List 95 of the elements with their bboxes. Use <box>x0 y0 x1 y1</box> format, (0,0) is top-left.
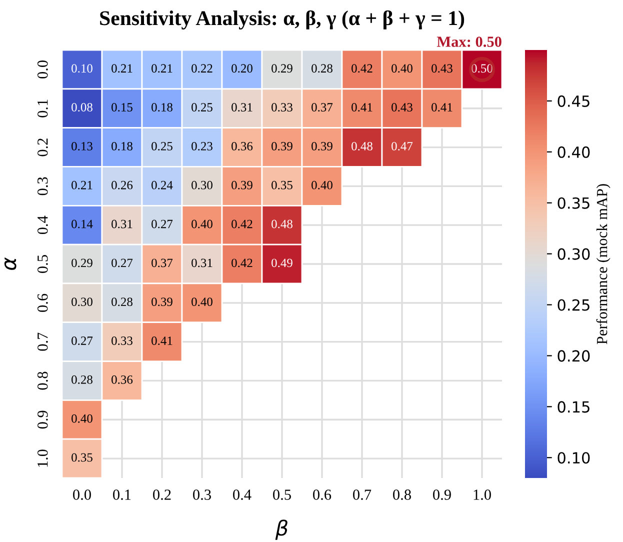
y-tick-label: 0.9 <box>37 410 48 429</box>
y-tick-label: 0.7 <box>37 332 48 351</box>
color-bar-label: 0.10 <box>558 452 590 464</box>
data-label: 0.26 <box>112 180 133 190</box>
color-bar-label: 0.45 <box>558 95 590 107</box>
data-label: 0.43 <box>432 64 452 73</box>
y-tick-label: 0.5 <box>37 255 48 273</box>
data-label: 0.48 <box>272 220 292 228</box>
data-label: 0.39 <box>272 142 292 150</box>
data-label: 0.39 <box>232 180 252 190</box>
data-label: 0.39 <box>152 298 172 306</box>
data-label: 0.27 <box>152 220 173 228</box>
data-label: 0.29 <box>72 258 92 268</box>
data-label: 0.35 <box>72 453 92 462</box>
data-label: 0.18 <box>152 103 172 112</box>
y-tick-label: 0.8 <box>37 372 48 390</box>
y-tick-label: 0.1 <box>37 100 48 118</box>
x-tick-label: 0.1 <box>113 490 131 500</box>
data-label: 0.31 <box>232 103 252 112</box>
data-label: 0.31 <box>192 258 212 268</box>
data-label: 0.43 <box>392 103 412 112</box>
data-label: 0.40 <box>312 180 332 190</box>
data-label: 0.40 <box>392 64 412 73</box>
data-label: 0.15 <box>112 103 132 112</box>
color-bar-label: 0.20 <box>558 350 590 362</box>
data-label: 0.10 <box>72 64 92 73</box>
data-label: 0.42 <box>232 220 252 228</box>
data-label: 0.29 <box>272 64 292 73</box>
color-bar-label: 0.35 <box>558 197 590 209</box>
data-label: 0.30 <box>192 180 212 190</box>
data-label: 0.22 <box>192 64 212 73</box>
data-label: 0.39 <box>312 142 332 150</box>
chart-title: Sensitivity Analysis: α, β, γ (α + β + γ = 1) <box>100 10 464 30</box>
data-label: 0.35 <box>272 180 292 190</box>
data-label: 0.24 <box>152 180 173 190</box>
color-bar-label: 0.25 <box>558 299 590 311</box>
data-label: 0.41 <box>352 103 372 112</box>
color-bar-title: Performance (mock mAP) <box>596 184 610 344</box>
data-label: 0.48 <box>352 142 372 150</box>
y-tick-label: 0.3 <box>37 177 48 196</box>
data-label: 0.37 <box>152 258 173 268</box>
data-label: 0.41 <box>152 336 172 345</box>
color-bar-label: 0.15 <box>558 401 590 413</box>
x-tick-label: 0.8 <box>393 490 411 500</box>
data-label: 0.31 <box>112 220 132 228</box>
data-label: 0.28 <box>72 375 92 384</box>
x-tick-label: 0.5 <box>273 490 291 500</box>
data-label: 0.37 <box>312 103 333 112</box>
data-label: 0.21 <box>72 180 92 190</box>
y-axis-title: α <box>4 257 16 270</box>
x-tick-label: 0.2 <box>153 490 171 500</box>
data-label: 0.40 <box>192 298 212 306</box>
data-label: 0.47 <box>392 142 413 150</box>
data-label: 0.49 <box>272 258 292 268</box>
data-label: 0.36 <box>232 142 253 150</box>
data-label: 0.40 <box>72 414 92 423</box>
data-label: 0.21 <box>112 64 132 73</box>
x-tick-label: 0.3 <box>193 490 211 500</box>
color-bar-label: 0.30 <box>558 248 590 260</box>
data-label: 0.33 <box>272 103 292 112</box>
x-tick-label: 0.0 <box>73 490 91 500</box>
data-label: 0.28 <box>312 64 332 73</box>
color-bar-label: 0.40 <box>558 146 590 158</box>
x-tick-label: 0.7 <box>353 490 372 500</box>
y-tick-label: 0.6 <box>37 294 48 312</box>
data-label: 0.13 <box>72 142 92 150</box>
data-label: 0.27 <box>112 258 133 268</box>
x-tick-label: 1.0 <box>474 490 491 500</box>
data-label: 0.20 <box>232 64 252 73</box>
data-label: 0.41 <box>432 103 452 112</box>
data-label: 0.08 <box>72 103 92 112</box>
data-label: 0.18 <box>112 142 132 150</box>
y-tick-label: 0.4 <box>37 216 48 234</box>
annotation: Max: 0.50 <box>436 36 502 47</box>
x-tick-label: 0.4 <box>233 490 252 500</box>
data-label: 0.50 <box>472 64 492 73</box>
y-tick-label: 1.0 <box>37 450 48 467</box>
x-tick-label: 0.6 <box>313 490 332 500</box>
data-label: 0.42 <box>232 258 252 268</box>
y-tick-label: 0.2 <box>37 138 48 156</box>
x-axis-title: β <box>275 520 288 540</box>
data-label: 0.30 <box>72 298 92 306</box>
data-label: 0.21 <box>152 64 172 73</box>
data-label: 0.28 <box>112 298 132 306</box>
data-label: 0.42 <box>352 64 372 73</box>
data-label: 0.23 <box>192 142 212 150</box>
data-label: 0.25 <box>192 103 212 112</box>
data-label: 0.27 <box>72 336 93 345</box>
data-label: 0.36 <box>112 375 133 384</box>
data-label: 0.33 <box>112 336 132 345</box>
x-tick-label: 0.9 <box>433 490 451 500</box>
data-label: 0.40 <box>192 220 212 228</box>
y-tick-label: 0.0 <box>37 60 48 78</box>
data-label: 0.14 <box>72 220 93 228</box>
data-label: 0.25 <box>152 142 172 150</box>
